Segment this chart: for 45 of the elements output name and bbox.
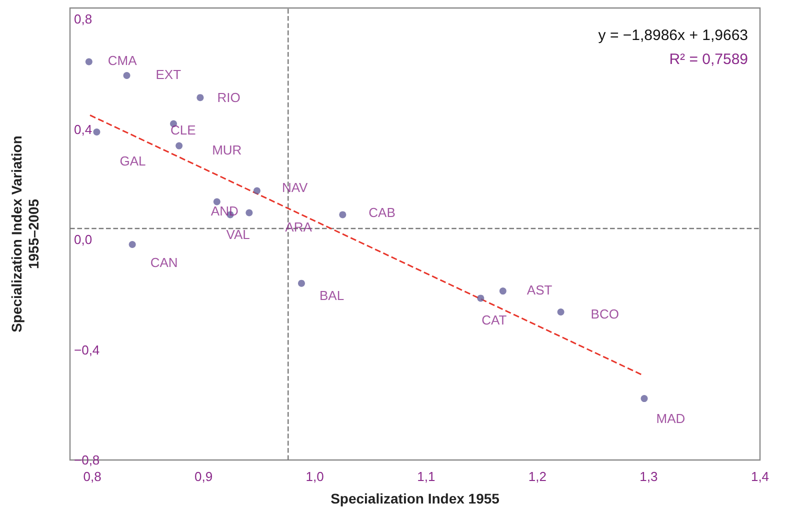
y-tick-label: 0,8 xyxy=(74,12,92,27)
annotation: CAN xyxy=(150,254,178,270)
point xyxy=(93,128,100,136)
point xyxy=(477,294,484,302)
point xyxy=(123,72,130,80)
point xyxy=(557,308,564,316)
annotation: BCO xyxy=(590,306,619,322)
x-tick-label: 1,4 xyxy=(750,469,770,484)
annotation: AND xyxy=(210,203,238,218)
annotation: y = −1,8986x + 1,9663 xyxy=(598,27,748,44)
annotation: NAV xyxy=(282,180,308,196)
annotation: GAL xyxy=(120,154,146,169)
point xyxy=(499,288,506,295)
x-tick-label: 1,1 xyxy=(417,469,436,484)
point xyxy=(176,142,183,150)
y-axis-title: Specialization Index Variation 1955–2005 xyxy=(8,136,42,332)
y-tick-label: 0,4 xyxy=(74,122,92,137)
x-tick-label: 1,0 xyxy=(306,469,324,484)
point xyxy=(213,198,220,206)
y-tick-label: 0,0 xyxy=(74,232,92,248)
point xyxy=(253,187,260,194)
point xyxy=(85,58,92,66)
x-tick-label: 1,3 xyxy=(640,469,658,484)
annotation: AST xyxy=(526,282,552,298)
point xyxy=(298,280,305,287)
x-axis-title: Specialization Index 1955 xyxy=(330,490,500,506)
annotation: CAT xyxy=(482,312,507,328)
point xyxy=(640,395,648,402)
annotation: R² = 0,7589 xyxy=(669,51,748,68)
point xyxy=(246,209,253,216)
annotation: VAL xyxy=(226,227,250,242)
annotation: CMA xyxy=(108,53,138,68)
annotation: MAD xyxy=(656,411,686,426)
x-tick-label: 1,2 xyxy=(528,469,546,484)
y-tick-label: −0,4 xyxy=(74,342,100,358)
annotation: RIO xyxy=(217,90,240,106)
annotation: CAB xyxy=(368,205,396,220)
point xyxy=(128,240,136,248)
point xyxy=(339,211,346,218)
annotation: MUR xyxy=(212,142,242,158)
annotation: EXT xyxy=(156,67,182,82)
annotation: BAL xyxy=(319,288,344,303)
annotation: CLE xyxy=(170,122,196,138)
point xyxy=(196,94,204,102)
x-tick-label: 0,9 xyxy=(194,469,213,484)
